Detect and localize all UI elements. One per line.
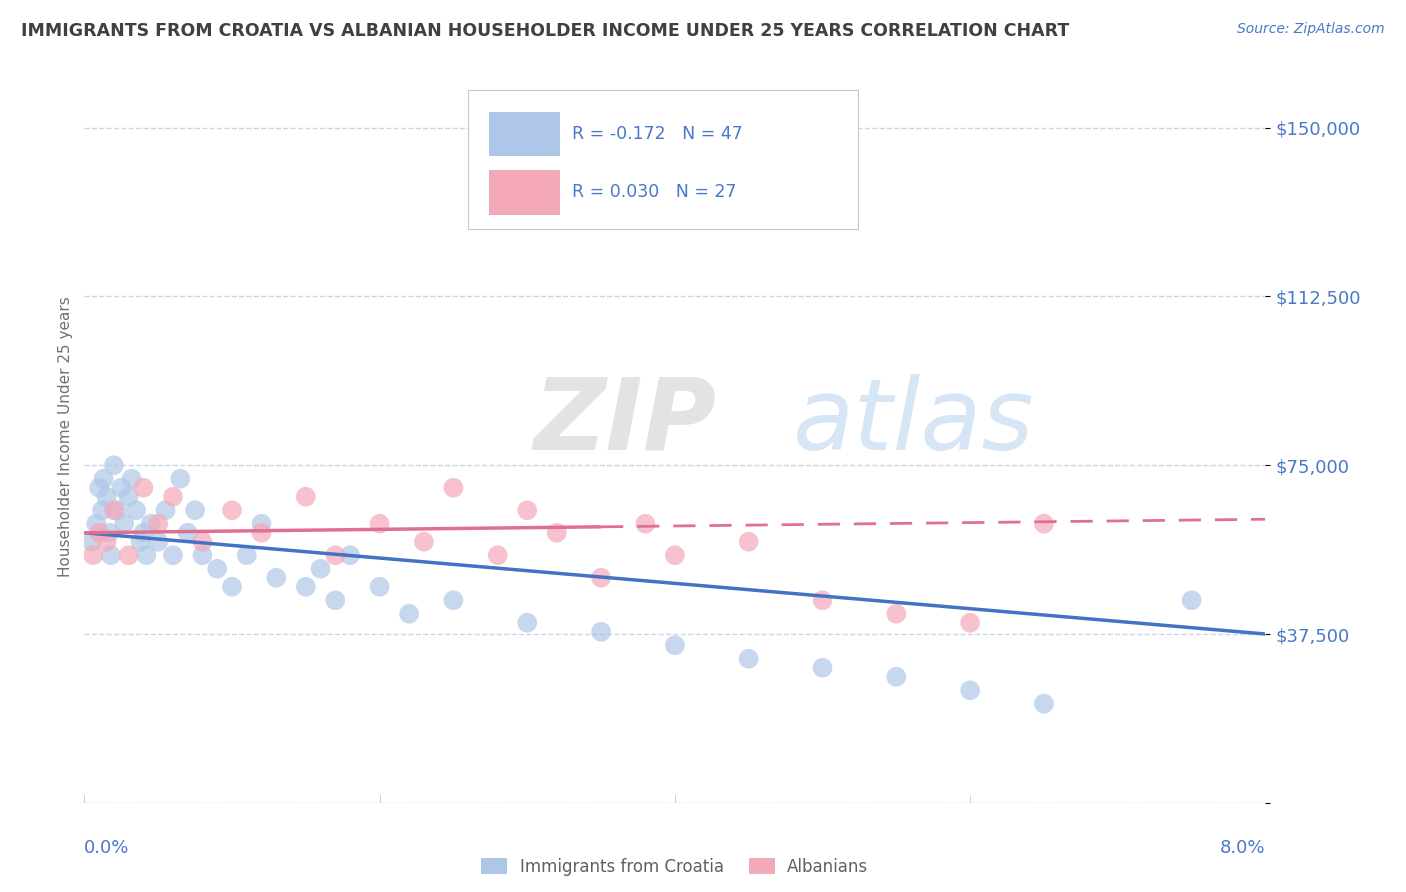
- Point: [132, 525, 155, 540]
- Text: R = 0.030   N = 27: R = 0.030 N = 27: [572, 183, 737, 201]
- Point: [546, 525, 568, 540]
- Point: [295, 490, 318, 504]
- Point: [82, 548, 104, 562]
- Point: [112, 516, 135, 531]
- Point: [323, 548, 347, 562]
- Point: [738, 652, 761, 666]
- Point: [811, 661, 834, 675]
- Point: [148, 516, 170, 531]
- Point: [339, 548, 361, 562]
- Point: [103, 503, 125, 517]
- Point: [368, 580, 391, 594]
- Text: 0.0%: 0.0%: [84, 839, 129, 857]
- Point: [295, 580, 318, 594]
- Point: [1033, 516, 1056, 531]
- Text: atlas: atlas: [793, 374, 1035, 471]
- Point: [1181, 593, 1204, 607]
- Point: [886, 670, 908, 684]
- Point: [98, 525, 121, 540]
- Point: [96, 534, 118, 549]
- Point: [105, 503, 128, 517]
- Point: [177, 525, 200, 540]
- Point: [811, 593, 834, 607]
- FancyBboxPatch shape: [489, 112, 560, 155]
- Point: [84, 516, 107, 531]
- Point: [516, 615, 538, 630]
- Y-axis label: Householder Income Under 25 years: Householder Income Under 25 years: [58, 297, 73, 577]
- Point: [93, 472, 115, 486]
- Point: [100, 548, 122, 562]
- Point: [634, 516, 657, 531]
- Point: [87, 481, 111, 495]
- Legend: Immigrants from Croatia, Albanians: Immigrants from Croatia, Albanians: [475, 851, 875, 882]
- Point: [103, 458, 125, 473]
- Point: [135, 548, 157, 562]
- Point: [413, 534, 436, 549]
- Point: [738, 534, 761, 549]
- Point: [155, 503, 177, 517]
- Point: [96, 490, 118, 504]
- Point: [959, 683, 981, 698]
- Point: [139, 516, 162, 531]
- Point: [110, 481, 132, 495]
- Point: [486, 548, 509, 562]
- Point: [236, 548, 259, 562]
- Point: [191, 534, 214, 549]
- Point: [443, 593, 465, 607]
- Point: [309, 562, 332, 576]
- Text: Source: ZipAtlas.com: Source: ZipAtlas.com: [1237, 22, 1385, 37]
- Point: [87, 525, 111, 540]
- Point: [516, 503, 538, 517]
- Point: [886, 607, 908, 621]
- Point: [398, 607, 420, 621]
- Point: [125, 503, 148, 517]
- Point: [221, 580, 243, 594]
- Point: [323, 593, 347, 607]
- Point: [368, 516, 391, 531]
- Point: [148, 534, 170, 549]
- Point: [664, 548, 686, 562]
- Text: 8.0%: 8.0%: [1220, 839, 1265, 857]
- FancyBboxPatch shape: [468, 89, 858, 228]
- Point: [184, 503, 207, 517]
- Point: [591, 624, 613, 639]
- Point: [250, 516, 273, 531]
- Point: [591, 571, 613, 585]
- Point: [191, 548, 214, 562]
- Point: [169, 472, 191, 486]
- Point: [664, 638, 686, 652]
- Point: [162, 548, 184, 562]
- Point: [80, 534, 103, 549]
- Point: [959, 615, 981, 630]
- Point: [162, 490, 184, 504]
- Point: [118, 490, 141, 504]
- Point: [91, 503, 114, 517]
- Point: [250, 525, 273, 540]
- Text: R = -0.172   N = 47: R = -0.172 N = 47: [572, 125, 742, 143]
- Point: [121, 472, 143, 486]
- Point: [207, 562, 229, 576]
- Text: ZIP: ZIP: [533, 374, 716, 471]
- FancyBboxPatch shape: [489, 170, 560, 213]
- Text: IMMIGRANTS FROM CROATIA VS ALBANIAN HOUSEHOLDER INCOME UNDER 25 YEARS CORRELATIO: IMMIGRANTS FROM CROATIA VS ALBANIAN HOUS…: [21, 22, 1070, 40]
- Point: [118, 548, 141, 562]
- Point: [129, 534, 152, 549]
- Point: [1033, 697, 1056, 711]
- Point: [443, 481, 465, 495]
- Point: [221, 503, 243, 517]
- Point: [266, 571, 288, 585]
- Point: [132, 481, 155, 495]
